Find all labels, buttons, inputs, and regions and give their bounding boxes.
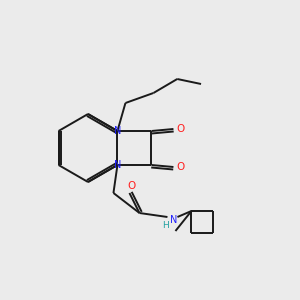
Text: H: H [162, 220, 169, 230]
Text: O: O [176, 124, 184, 134]
Text: O: O [176, 162, 184, 172]
Text: O: O [127, 181, 136, 191]
Text: N: N [170, 215, 177, 225]
Text: N: N [114, 126, 121, 136]
Text: N: N [114, 160, 121, 170]
